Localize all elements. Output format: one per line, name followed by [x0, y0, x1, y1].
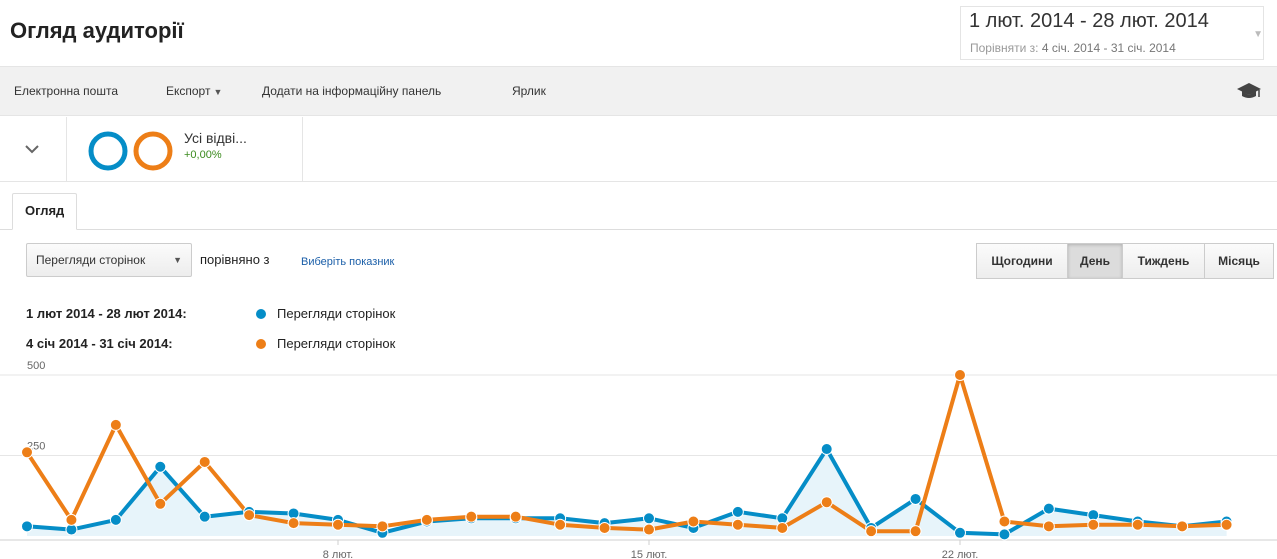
legend-dot-compare — [256, 339, 266, 349]
data-point — [198, 510, 211, 523]
email-button[interactable]: Електронна пошта — [14, 84, 119, 98]
graduation-cap-icon[interactable] — [1237, 81, 1261, 101]
compare-label: Порівняти з: — [970, 41, 1039, 55]
data-point — [865, 525, 878, 538]
add-to-dashboard-button[interactable]: Додати на інформаційну панель — [262, 84, 442, 98]
data-point — [731, 505, 744, 518]
data-point — [65, 513, 78, 526]
data-point — [643, 523, 655, 536]
date-range-picker[interactable]: 1 лют. 2014 - 28 лют. 2014 Порівняти з: … — [960, 6, 1264, 60]
day-button[interactable]: День — [1067, 243, 1123, 279]
compare-range-text: Порівняти з: 4 січ. 2014 - 31 січ. 2014 — [970, 41, 1176, 55]
data-point — [954, 526, 966, 539]
x-tick-label: 15 лют. — [631, 549, 668, 559]
data-point — [420, 513, 433, 526]
month-button[interactable]: Місяць — [1204, 243, 1274, 279]
data-point — [1131, 518, 1144, 531]
chevron-down-icon — [25, 145, 39, 154]
data-point — [465, 510, 478, 523]
legend-range-primary: 1 лют 2014 - 28 лют 2014: — [26, 306, 187, 321]
data-point — [1042, 520, 1055, 533]
legend-range-compare: 4 січ 2014 - 31 січ 2014: — [26, 336, 173, 351]
data-point — [598, 521, 611, 534]
data-point — [109, 418, 122, 431]
y-tick-label: 500 — [27, 360, 45, 372]
metric-select-value: Перегляди сторінок — [36, 253, 146, 267]
export-label: Експорт — [166, 84, 211, 98]
segment-bar: Усі відві... +0,00% — [0, 117, 1277, 182]
data-point — [21, 446, 33, 459]
series-line — [26, 447, 1227, 537]
export-button[interactable]: Експорт ▼ — [166, 84, 222, 98]
metric-select[interactable]: Перегляди сторінок ▼ — [26, 243, 192, 277]
data-point — [1087, 518, 1100, 531]
data-point — [509, 510, 522, 523]
data-point — [909, 525, 922, 538]
x-tick-label: 22 лют. — [942, 549, 979, 559]
data-point — [154, 497, 167, 510]
segment-toggle[interactable] — [0, 117, 67, 181]
data-point — [287, 517, 300, 530]
data-point — [776, 521, 789, 534]
data-point — [21, 520, 33, 533]
data-point — [998, 515, 1011, 528]
report-toolbar: Електронна пошта Експорт ▼ Додати на інфо… — [0, 66, 1277, 116]
compared-with-label: порівняно з — [200, 252, 270, 267]
date-range-text: 1 лют. 2014 - 28 лют. 2014 — [969, 10, 1209, 32]
data-point — [1220, 518, 1233, 531]
data-point — [909, 492, 922, 505]
series-area — [27, 449, 1227, 536]
compare-range-value: 4 січ. 2014 - 31 січ. 2014 — [1041, 41, 1176, 55]
segment-card[interactable]: Усі відві... +0,00% — [66, 117, 303, 181]
page-title: Огляд аудиторії — [10, 18, 184, 43]
data-point — [643, 512, 655, 525]
data-point — [820, 443, 833, 456]
hourly-button[interactable]: Щогодини — [976, 243, 1068, 279]
tab-bar: Огляд — [0, 193, 1277, 230]
choose-metric-link[interactable]: Виберіть показник — [301, 256, 395, 268]
data-point — [954, 369, 966, 381]
segment-circles-icon — [88, 131, 173, 171]
caret-down-icon: ▼ — [213, 87, 223, 97]
data-point — [332, 518, 344, 531]
week-button[interactable]: Тиждень — [1122, 243, 1205, 279]
legend-series-compare: Перегляди сторінок — [277, 336, 396, 351]
legend-dot-primary — [256, 309, 266, 319]
data-point — [198, 455, 211, 468]
segment-change: +0,00% — [184, 149, 222, 161]
data-point — [998, 528, 1011, 541]
series-line — [25, 373, 1227, 534]
data-point — [820, 496, 833, 509]
caret-down-icon: ▼ — [173, 255, 182, 265]
dropdown-arrow-icon[interactable]: ▼ — [1253, 29, 1263, 40]
data-point — [376, 520, 389, 533]
shortcut-button[interactable]: Ярлик — [512, 84, 546, 98]
data-point — [1042, 502, 1055, 515]
data-point — [243, 509, 256, 522]
x-tick-label: 8 лют. — [323, 549, 353, 559]
data-point — [731, 518, 744, 531]
data-point — [687, 515, 700, 528]
segment-name: Усі відві... — [184, 130, 247, 146]
data-point — [154, 460, 167, 473]
data-point — [1176, 520, 1189, 533]
data-point — [109, 513, 122, 526]
legend-series-primary: Перегляди сторінок — [277, 306, 396, 321]
tab-overview[interactable]: Огляд — [12, 193, 78, 230]
data-point — [554, 518, 567, 531]
